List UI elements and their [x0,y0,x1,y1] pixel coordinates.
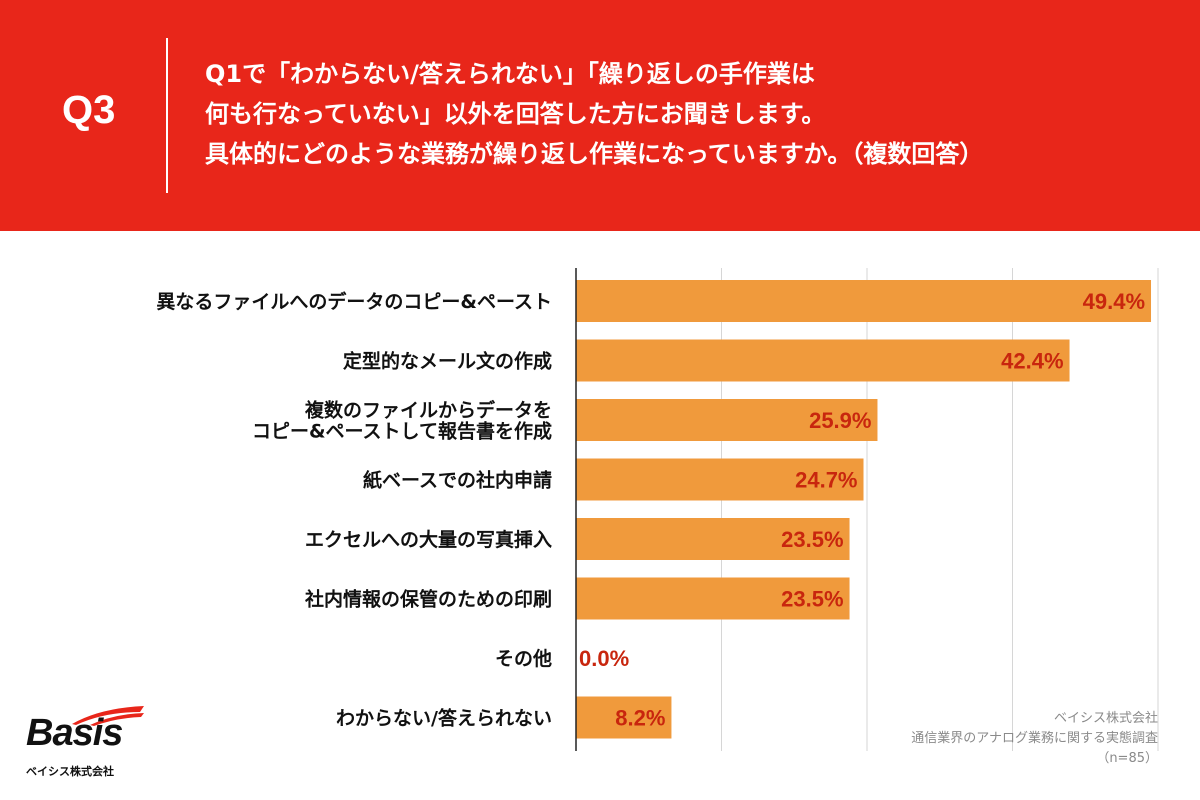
header-divider [166,38,168,193]
bar-4 [576,458,864,501]
value-label-1: 49.4% [1083,289,1145,314]
category-label-8: わからない/答えられない [336,707,552,730]
category-label-2: 定型的なメール文の作成 [343,350,552,373]
logo-swoosh-icon [72,706,144,726]
value-label-7: 0.0% [579,646,629,671]
value-label-6: 23.5% [781,587,843,612]
source-company: ベイシス株式会社 [1053,711,1158,726]
category-label-6: 社内情報の保管のための印刷 [304,588,552,611]
question-line-2: 何も行なっていない」以外を回答した方にお聞きします。 [205,100,826,128]
category-label-4: 紙ベースでの社内申請 [363,469,552,492]
bar-5 [576,518,850,560]
logo-wordmark: Basis [26,712,123,754]
question-text: Q1で「わからない/答えられない」「繰り返しの手作業は 何も行なっていない」以外… [205,54,1165,174]
value-label-3: 25.9% [809,408,871,433]
source-sample: （n=85） [1096,751,1158,766]
source-survey: 通信業界のアナログ業務に関する実態調査 [911,731,1158,746]
chart-panel: 49.4% 異なるファイルへのデータのコピー&ペースト 42.4% 定型的なメール文の… [0,231,1200,800]
question-line-3: 具体的にどのような業務が繰り返し作業になっていますか。（複数回答） [205,140,984,168]
category-label-3: 複数のファイルからデータをコピー&ペーストして報告書を作成 [252,399,552,443]
category-label-1: 異なるファイルへのデータのコピー&ペースト [156,290,552,313]
value-label-4: 24.7% [795,468,857,493]
basis-logo: Basis ベイシス株式会社 [22,696,144,778]
question-line-1: Q1で「わからない/答えられない」「繰り返しの手作業は [205,60,815,88]
bar-8 [576,696,672,739]
value-label-5: 23.5% [781,527,843,552]
value-label-2: 42.4% [1001,349,1063,374]
bar-3 [576,399,878,441]
bar-1 [576,280,1152,322]
source-note: ベイシス株式会社 通信業界のアナログ業務に関する実態調査 （n=85） [911,709,1158,769]
logo-company-name: ベイシス株式会社 [26,765,114,778]
bar-2 [576,339,1070,382]
question-number: Q3 [62,88,116,132]
value-label-8: 8.2% [615,706,665,731]
category-label-7: その他 [495,647,552,670]
category-label-5: エクセルへの大量の写真挿入 [305,528,552,551]
bar-6 [576,577,850,620]
bar-chart: 49.4% 異なるファイルへのデータのコピー&ペースト 42.4% 定型的なメール文の… [156,268,1159,751]
